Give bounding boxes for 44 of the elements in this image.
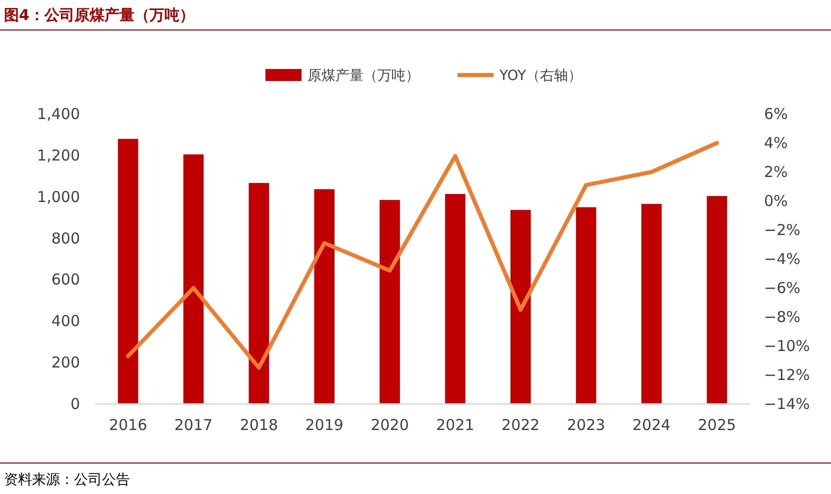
- x-tick-label: 2020: [370, 416, 409, 434]
- chart-title: 图4：公司原煤产量（万吨）: [4, 6, 194, 24]
- bar: [641, 204, 662, 404]
- x-tick-label: 2016: [108, 416, 148, 434]
- y-tick-label: 1,000: [37, 188, 80, 206]
- y2-tick-label: 6%: [764, 105, 788, 123]
- x-tick-label: 2019: [305, 416, 344, 434]
- x-tick-label: 2025: [698, 416, 736, 434]
- legend-label: YOY（右轴）: [498, 68, 582, 84]
- y-tick-label: 1,200: [37, 146, 80, 164]
- y-tick-label: 0: [70, 395, 80, 413]
- y2-tick-label: −2%: [764, 221, 800, 239]
- bar: [576, 207, 596, 404]
- bar: [706, 196, 728, 404]
- y2-tick-label: −4%: [764, 250, 800, 268]
- x-tick-label: 2022: [502, 416, 540, 434]
- y-tick-label: 200: [51, 354, 80, 372]
- y2-tick-label: −8%: [764, 308, 800, 326]
- text: 资料来源：公司公告: [4, 472, 130, 488]
- y2-tick-label: −14%: [764, 395, 810, 413]
- x-tick-label: 2018: [240, 416, 278, 434]
- y2-tick-label: −10%: [764, 337, 810, 355]
- y-tick-label: 1,400: [37, 105, 80, 123]
- x-tick-label: 2023: [566, 416, 606, 434]
- y2-tick-label: 4%: [764, 134, 788, 152]
- bar: [445, 194, 466, 404]
- bar: [248, 182, 270, 404]
- x-tick-label: 2024: [632, 416, 671, 434]
- y-tick-label: 600: [51, 270, 80, 289]
- y-tick-label: 400: [51, 312, 80, 330]
- bar: [314, 189, 334, 404]
- y-tick-label: 800: [51, 229, 80, 248]
- x-tick-label: 2017: [174, 416, 213, 434]
- y2-tick-label: −6%: [764, 279, 800, 297]
- bar: [510, 210, 531, 404]
- y2-tick-label: 0%: [764, 192, 788, 210]
- bar: [118, 138, 138, 404]
- y2-tick-label: 2%: [764, 163, 788, 181]
- legend-label: 原煤产量（万吨）: [308, 68, 420, 84]
- bar: [183, 154, 204, 404]
- bar: [380, 200, 400, 404]
- line-series: [126, 141, 719, 370]
- x-tick-label: 2021: [436, 416, 474, 434]
- y2-tick-label: −12%: [764, 366, 810, 384]
